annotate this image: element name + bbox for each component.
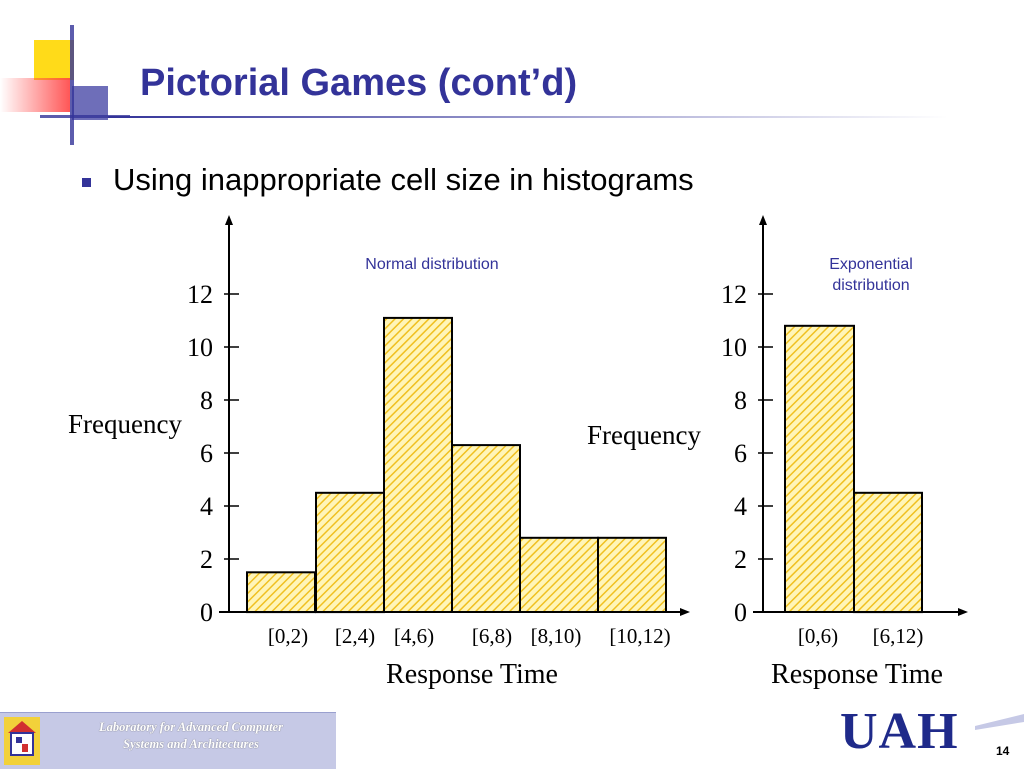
chart-title: Exponential distribution: [829, 256, 913, 294]
x-category-label: [4,6): [394, 624, 434, 648]
histogram-bar: [519, 536, 599, 613]
y-axis-arrow-icon: [225, 215, 233, 225]
bullet-text: Using inappropriate cell size in histogr…: [113, 162, 694, 197]
x-axis-arrow-icon: [958, 608, 968, 616]
y-tick-label: 12: [187, 280, 213, 309]
y-tick-label: 0: [734, 598, 747, 627]
y-axis-label: Frequency: [587, 420, 701, 450]
lab-name-line1: Laboratory for Advanced Computer: [99, 720, 283, 734]
x-category-label: [10,12): [609, 624, 670, 648]
lab-name: Laboratory for Advanced Computer Systems…: [48, 719, 334, 753]
y-tick-label: 8: [200, 386, 213, 415]
chart-title: Normal distribution: [365, 256, 498, 273]
histogram-bar: [315, 491, 385, 614]
histogram-chart-2: 0 2 4 6 8 10 12 [0,6) [6,12) Exponential distribut…: [587, 215, 968, 690]
x-category-label: [0,6): [798, 624, 838, 648]
y-tick-label: 8: [734, 386, 747, 415]
y-tick-label: 2: [734, 545, 747, 574]
x-category-label: [2,4): [335, 624, 375, 648]
uah-logo: UAH: [840, 703, 959, 760]
lab-name-line2: Systems and Architectures: [123, 737, 259, 751]
y-axis-arrow-icon: [759, 215, 767, 225]
bullet-square-icon: [82, 177, 91, 187]
y-tick-label: 10: [721, 333, 747, 362]
y-tick-label: 6: [200, 439, 213, 468]
x-axis-label: Response Time: [386, 659, 558, 690]
y-tick-label: 12: [721, 280, 747, 309]
lacasa-house-icon: [4, 717, 40, 765]
bullet-item: Using inappropriate cell size in histogr…: [82, 162, 694, 198]
histogram-chart-1: 0 2 4 6 8 10 12 [0,2) [2,4) [4,6) [6,8) [8,10) [10,1…: [68, 215, 690, 690]
x-category-label: [6,12): [873, 624, 924, 648]
page-number: 14: [996, 744, 1010, 758]
y-axis-label: Frequency: [68, 409, 182, 439]
y-tick-label: 6: [734, 439, 747, 468]
lab-footer-band: Laboratory for Advanced Computer Systems…: [0, 712, 336, 769]
y-tick-label: 2: [200, 545, 213, 574]
y-tick-label: 0: [200, 598, 213, 627]
x-category-label: [0,2): [268, 624, 308, 648]
y-tick-label: 4: [200, 492, 213, 521]
histogram-bar: [853, 491, 923, 614]
slide-title: Pictorial Games (cont’d): [140, 62, 578, 104]
uah-swoosh-icon: [975, 714, 1024, 730]
y-tick-label: 4: [734, 492, 747, 521]
histogram-bar: [784, 324, 855, 613]
y-tick-label: 10: [187, 333, 213, 362]
x-axis-arrow-icon: [680, 608, 690, 616]
histogram-bar: [383, 316, 453, 613]
histogram-bar: [246, 571, 316, 614]
x-category-label: [6,8): [472, 624, 512, 648]
x-category-label: [8,10): [531, 624, 582, 648]
histogram-bar: [597, 536, 667, 613]
x-axis-label: Response Time: [771, 659, 943, 690]
charts-layer: 0 2 4 6 8 10 12 [0,2) [2,4) [4,6) [6,8) [8,10) [10,1…: [68, 215, 968, 690]
histogram-bar: [451, 444, 521, 613]
corner-decoration: [0, 25, 948, 145]
